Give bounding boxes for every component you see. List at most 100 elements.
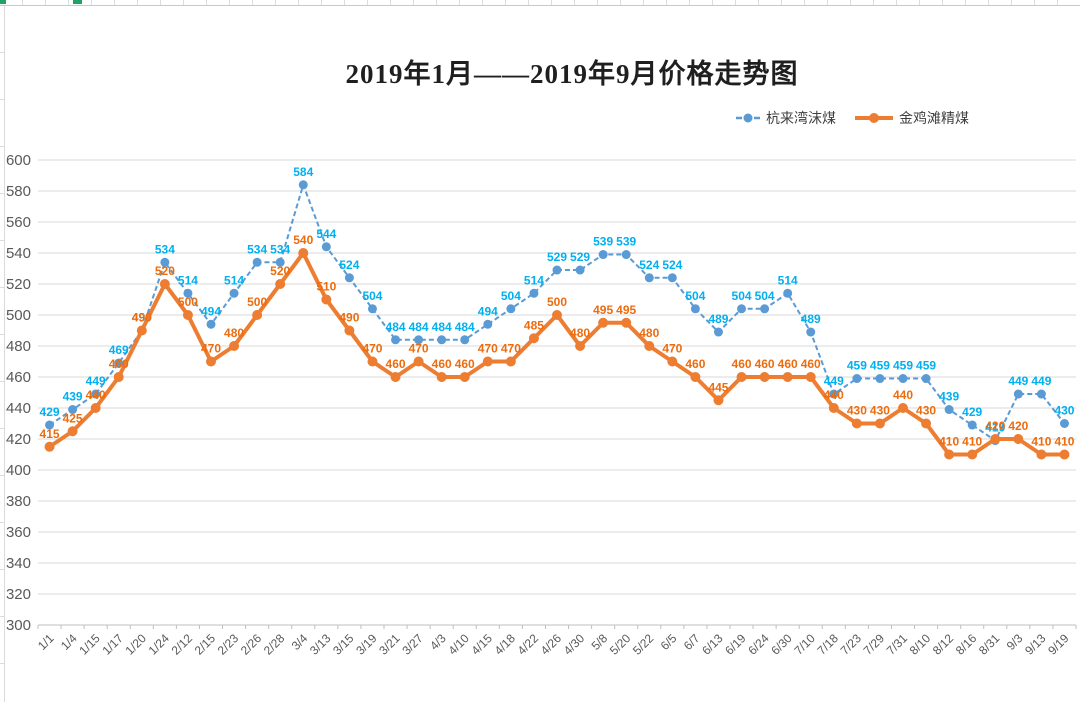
x-axis-label: 9/19 <box>1045 631 1072 658</box>
data-label: 504 <box>732 289 752 303</box>
data-label: 460 <box>732 357 752 371</box>
data-point-marker <box>298 180 308 190</box>
data-point-marker <box>45 420 55 430</box>
data-label: 459 <box>916 359 936 373</box>
data-point-marker <box>413 356 424 367</box>
data-label: 430 <box>870 404 890 418</box>
data-point-marker <box>1013 434 1024 444</box>
data-label: 495 <box>593 303 613 317</box>
data-label: 500 <box>547 295 567 309</box>
data-point-marker <box>298 248 309 258</box>
data-label: 529 <box>547 250 567 264</box>
data-point-marker <box>367 304 377 314</box>
data-label: 504 <box>685 289 705 303</box>
legend-item-1[interactable]: 金鸡滩精煤 <box>855 110 969 126</box>
x-axis-label: 3/15 <box>330 631 357 658</box>
data-label: 470 <box>662 342 682 356</box>
y-axis-label: 480 <box>6 338 31 355</box>
data-label: 495 <box>616 303 636 317</box>
x-axis-label: 1/1 <box>35 631 57 653</box>
data-point-marker <box>275 257 285 267</box>
data-point-marker <box>460 335 470 345</box>
x-axis-label: 4/18 <box>492 631 519 658</box>
data-label: 410 <box>962 435 982 449</box>
data-label: 460 <box>455 357 475 371</box>
data-label: 439 <box>63 390 83 404</box>
data-point-marker <box>390 372 401 382</box>
data-point-marker <box>68 405 78 415</box>
data-label: 489 <box>708 312 728 326</box>
data-point-marker <box>874 418 885 429</box>
data-point-marker <box>483 319 493 329</box>
data-point-marker <box>898 374 908 384</box>
x-axis-label: 4/26 <box>538 631 565 658</box>
data-label: 430 <box>916 404 936 418</box>
legend-marker-icon <box>869 113 879 123</box>
data-label: 485 <box>524 318 544 332</box>
data-point-marker <box>690 372 701 382</box>
data-label: 449 <box>1008 374 1028 388</box>
series-solid: 4154254404604905205004704805005205405104… <box>40 233 1075 460</box>
sheet-top-edge <box>0 0 1080 6</box>
data-label: 490 <box>339 311 359 325</box>
data-label: 514 <box>524 273 544 287</box>
data-point-marker <box>644 273 654 283</box>
data-label: 480 <box>224 326 244 340</box>
data-point-marker <box>159 279 170 289</box>
data-label: 534 <box>247 242 267 256</box>
data-label: 490 <box>132 311 152 325</box>
data-point-marker <box>828 403 839 413</box>
data-point-marker <box>621 250 631 260</box>
data-point-marker <box>552 265 562 275</box>
data-point-marker <box>713 395 724 406</box>
data-label: 419 <box>985 421 1005 435</box>
data-label: 494 <box>478 304 498 318</box>
data-label: 470 <box>362 342 382 356</box>
data-point-marker <box>1036 449 1047 460</box>
chart-title: 2019年1月——2019年9月价格走势图 <box>345 59 799 89</box>
data-point-marker <box>391 335 401 345</box>
x-axis-label: 6/30 <box>768 631 795 658</box>
data-point-marker <box>136 325 147 336</box>
data-label: 504 <box>755 289 775 303</box>
data-point-marker <box>1059 449 1070 460</box>
y-axis-label: 500 <box>6 307 31 324</box>
x-axis-label: 1/4 <box>58 631 80 653</box>
data-label: 449 <box>824 374 844 388</box>
data-point-marker <box>206 356 216 367</box>
data-point-marker <box>1013 389 1023 399</box>
data-point-marker <box>575 341 586 351</box>
sheet-left-edge <box>0 6 5 702</box>
data-label: 540 <box>293 233 313 247</box>
data-point-marker <box>690 304 700 314</box>
data-point-marker <box>575 265 585 275</box>
data-label: 520 <box>155 264 175 278</box>
legend-item-0[interactable]: 杭来湾沫煤 <box>736 110 836 126</box>
x-axis-label: 2/23 <box>215 631 242 658</box>
x-axis-label: 6/13 <box>699 631 726 658</box>
data-point-marker <box>275 279 286 289</box>
legend-label: 杭来湾沫煤 <box>766 110 836 126</box>
data-label: 459 <box>893 359 913 373</box>
x-axis-label: 8/12 <box>930 631 957 658</box>
series-line <box>48 183 1066 442</box>
data-point-marker <box>737 304 747 314</box>
data-point-marker <box>90 403 101 413</box>
data-point-marker <box>598 317 609 328</box>
data-point-marker <box>713 327 723 337</box>
data-label: 439 <box>939 390 959 404</box>
data-point-marker <box>229 288 239 298</box>
x-axis-label: 1/15 <box>76 631 103 658</box>
legend-marker-icon <box>743 113 753 123</box>
data-point-marker <box>436 372 447 382</box>
data-point-marker <box>667 273 677 283</box>
data-label: 430 <box>1054 404 1074 418</box>
data-label: 429 <box>40 405 60 419</box>
data-label: 504 <box>501 289 521 303</box>
x-axis-label: 4/10 <box>445 631 472 658</box>
data-label: 539 <box>593 235 613 249</box>
data-label: 460 <box>386 357 406 371</box>
data-label: 514 <box>224 273 244 287</box>
data-point-marker <box>782 372 793 382</box>
data-label: 534 <box>155 242 175 256</box>
